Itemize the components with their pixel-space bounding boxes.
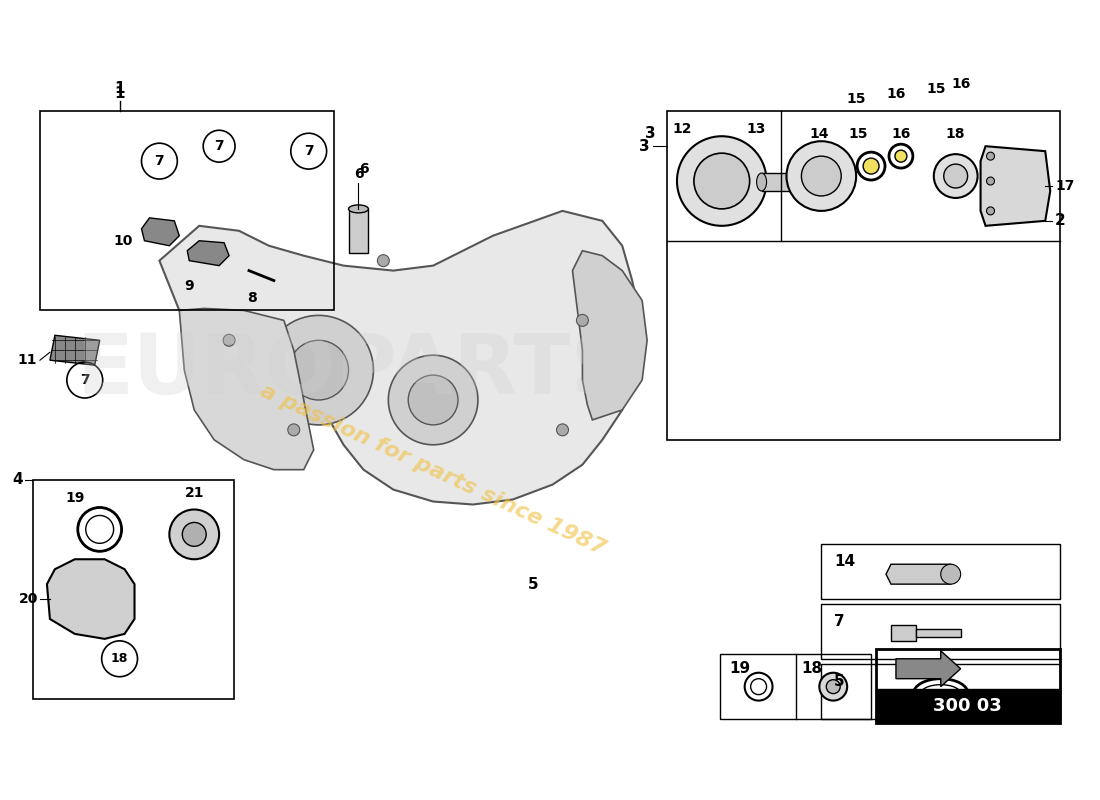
Circle shape	[694, 153, 749, 209]
Text: 12: 12	[672, 122, 692, 136]
Text: 1: 1	[114, 82, 124, 97]
FancyBboxPatch shape	[916, 629, 960, 637]
Circle shape	[940, 564, 960, 584]
Text: 1: 1	[114, 86, 124, 102]
Polygon shape	[572, 250, 647, 420]
Text: 9: 9	[185, 278, 194, 293]
Circle shape	[183, 522, 206, 546]
Text: EUROPARTS: EUROPARTS	[76, 330, 631, 410]
Text: 13: 13	[747, 122, 767, 136]
Circle shape	[934, 154, 978, 198]
Circle shape	[408, 375, 458, 425]
Text: 7: 7	[304, 144, 313, 158]
Polygon shape	[896, 651, 960, 686]
Text: 7: 7	[834, 614, 845, 629]
Text: 18: 18	[802, 661, 823, 676]
Circle shape	[864, 158, 879, 174]
Text: 14: 14	[834, 554, 856, 570]
Polygon shape	[47, 559, 134, 639]
Polygon shape	[142, 218, 179, 246]
Polygon shape	[50, 335, 100, 365]
Circle shape	[786, 142, 856, 211]
Text: 7: 7	[214, 139, 224, 153]
Polygon shape	[160, 211, 642, 505]
FancyBboxPatch shape	[761, 173, 796, 191]
Text: 4: 4	[12, 472, 23, 487]
Circle shape	[289, 340, 349, 400]
Polygon shape	[179, 309, 314, 470]
Text: 18: 18	[946, 127, 966, 142]
Circle shape	[676, 136, 767, 226]
Text: 15: 15	[926, 82, 946, 97]
Ellipse shape	[757, 173, 767, 191]
Text: 10: 10	[113, 234, 132, 248]
Circle shape	[820, 673, 847, 701]
Text: 19: 19	[729, 661, 751, 676]
FancyBboxPatch shape	[349, 209, 368, 253]
Circle shape	[987, 177, 994, 185]
Text: 3: 3	[639, 138, 650, 154]
Text: 6: 6	[359, 162, 369, 176]
Ellipse shape	[349, 205, 368, 213]
Text: 6: 6	[354, 167, 363, 181]
Text: 14: 14	[810, 127, 829, 142]
Text: 16: 16	[891, 127, 911, 142]
Circle shape	[169, 510, 219, 559]
Circle shape	[944, 164, 968, 188]
FancyBboxPatch shape	[876, 689, 1060, 723]
Text: 2: 2	[1055, 214, 1066, 228]
Text: 8: 8	[248, 290, 256, 305]
Circle shape	[377, 254, 389, 266]
Polygon shape	[187, 241, 229, 266]
Text: 16: 16	[887, 87, 905, 102]
Circle shape	[576, 314, 588, 326]
Circle shape	[826, 680, 840, 694]
Text: 11: 11	[18, 353, 37, 367]
Ellipse shape	[791, 173, 802, 191]
Text: 17: 17	[1055, 179, 1075, 193]
Circle shape	[557, 424, 569, 436]
Circle shape	[86, 515, 113, 543]
Text: 20: 20	[19, 592, 38, 606]
Circle shape	[288, 424, 299, 436]
Text: 5: 5	[527, 577, 538, 592]
Circle shape	[802, 156, 842, 196]
Text: 21: 21	[185, 486, 204, 499]
Circle shape	[895, 150, 906, 162]
Text: 3: 3	[645, 126, 656, 142]
Circle shape	[987, 152, 994, 160]
Circle shape	[388, 355, 477, 445]
Text: 16: 16	[952, 78, 970, 91]
Polygon shape	[980, 146, 1050, 226]
FancyBboxPatch shape	[891, 625, 916, 641]
Text: 300 03: 300 03	[933, 697, 1002, 714]
Polygon shape	[886, 564, 956, 584]
Circle shape	[223, 334, 235, 346]
Text: a passion for parts since 1987: a passion for parts since 1987	[257, 381, 609, 558]
Circle shape	[750, 678, 767, 694]
Text: 15: 15	[846, 92, 866, 106]
Circle shape	[987, 207, 994, 215]
Text: 7: 7	[80, 373, 89, 387]
Circle shape	[264, 315, 373, 425]
Text: 15: 15	[848, 127, 868, 142]
Text: 5: 5	[834, 674, 845, 689]
Ellipse shape	[921, 685, 960, 702]
Text: 18: 18	[111, 652, 129, 666]
Text: 7: 7	[155, 154, 164, 168]
Text: 19: 19	[65, 490, 85, 505]
